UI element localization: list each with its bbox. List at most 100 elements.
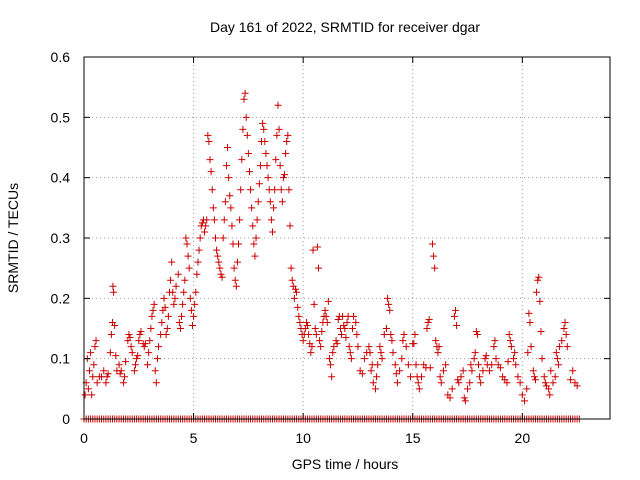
data-point	[425, 315, 433, 323]
data-point	[354, 343, 362, 351]
data-point	[116, 370, 124, 378]
data-point	[436, 373, 444, 381]
y-tick-label: 0.1	[51, 351, 71, 367]
data-point	[399, 337, 407, 345]
data-point	[127, 343, 135, 351]
data-point	[218, 273, 226, 281]
data-point	[454, 376, 462, 384]
data-point	[162, 331, 170, 339]
data-point	[460, 394, 468, 402]
data-point	[88, 391, 96, 399]
data-point	[291, 285, 299, 293]
data-point	[511, 349, 519, 357]
data-point	[317, 343, 325, 351]
data-point	[398, 355, 406, 363]
data-point	[437, 379, 445, 387]
data-point	[552, 349, 560, 357]
data-point	[117, 367, 125, 375]
data-point	[283, 137, 291, 145]
data-point	[343, 318, 351, 326]
data-point	[410, 340, 418, 348]
data-point	[276, 162, 284, 170]
x-tick-label: 15	[405, 430, 421, 446]
data-point	[504, 358, 512, 366]
data-point	[569, 367, 577, 375]
data-point	[371, 385, 379, 393]
data-point	[455, 379, 463, 387]
data-point	[400, 331, 408, 339]
data-point	[242, 113, 250, 121]
data-point	[194, 258, 202, 266]
data-point	[136, 331, 144, 339]
data-point	[310, 300, 318, 308]
data-point	[168, 258, 176, 266]
data-point	[81, 391, 89, 399]
data-point	[340, 321, 348, 329]
data-point	[209, 204, 217, 212]
data-point	[533, 288, 541, 296]
data-point	[545, 385, 553, 393]
data-point	[573, 382, 581, 390]
data-point	[215, 258, 223, 266]
data-point	[107, 331, 115, 339]
data-point	[418, 373, 426, 381]
data-point	[318, 328, 326, 336]
data-point	[439, 367, 447, 375]
data-point	[475, 361, 482, 369]
data-point	[321, 306, 329, 314]
data-point	[386, 306, 394, 314]
data-point	[228, 222, 236, 230]
data-point	[221, 198, 229, 206]
data-point	[271, 186, 279, 194]
x-tick-label: 10	[295, 430, 311, 446]
data-point	[389, 349, 397, 357]
plot-frame	[83, 56, 611, 420]
y-tick-label: 0.3	[51, 230, 71, 246]
data-point	[549, 379, 557, 387]
data-point	[346, 349, 354, 357]
data-point	[274, 101, 282, 109]
data-point	[170, 300, 178, 308]
data-point	[388, 337, 396, 345]
data-point	[479, 367, 487, 375]
data-point	[237, 186, 245, 194]
y-tick-label: 0	[62, 411, 70, 427]
data-point	[178, 312, 186, 320]
data-point	[514, 373, 522, 381]
data-point	[428, 240, 436, 248]
data-point	[302, 318, 310, 326]
data-point	[239, 125, 247, 133]
data-point	[396, 367, 404, 375]
data-point	[158, 318, 166, 326]
data-point	[328, 373, 336, 381]
data-point	[332, 337, 340, 345]
y-axis-label: SRMTID / TECUs	[5, 183, 21, 293]
data-point	[333, 340, 341, 348]
data-point	[126, 334, 134, 342]
data-point	[334, 315, 342, 323]
data-point	[288, 276, 296, 284]
data-point	[282, 150, 290, 158]
data-point	[432, 337, 440, 345]
data-point	[236, 216, 244, 224]
data-point	[503, 379, 511, 387]
data-point	[365, 343, 373, 351]
data-point	[233, 258, 241, 266]
data-point	[188, 321, 196, 329]
data-point	[161, 303, 169, 311]
data-point	[140, 343, 148, 351]
data-point	[102, 379, 110, 387]
data-point	[536, 297, 544, 305]
data-point	[100, 367, 108, 375]
data-point	[402, 343, 410, 351]
data-point	[186, 294, 194, 302]
data-point	[322, 312, 330, 320]
data-point	[181, 276, 189, 284]
data-point	[121, 373, 129, 381]
data-point	[89, 373, 97, 381]
data-point	[304, 321, 312, 329]
data-point	[426, 364, 434, 372]
data-point	[327, 361, 335, 369]
data-point	[490, 343, 498, 351]
data-point	[128, 349, 136, 357]
